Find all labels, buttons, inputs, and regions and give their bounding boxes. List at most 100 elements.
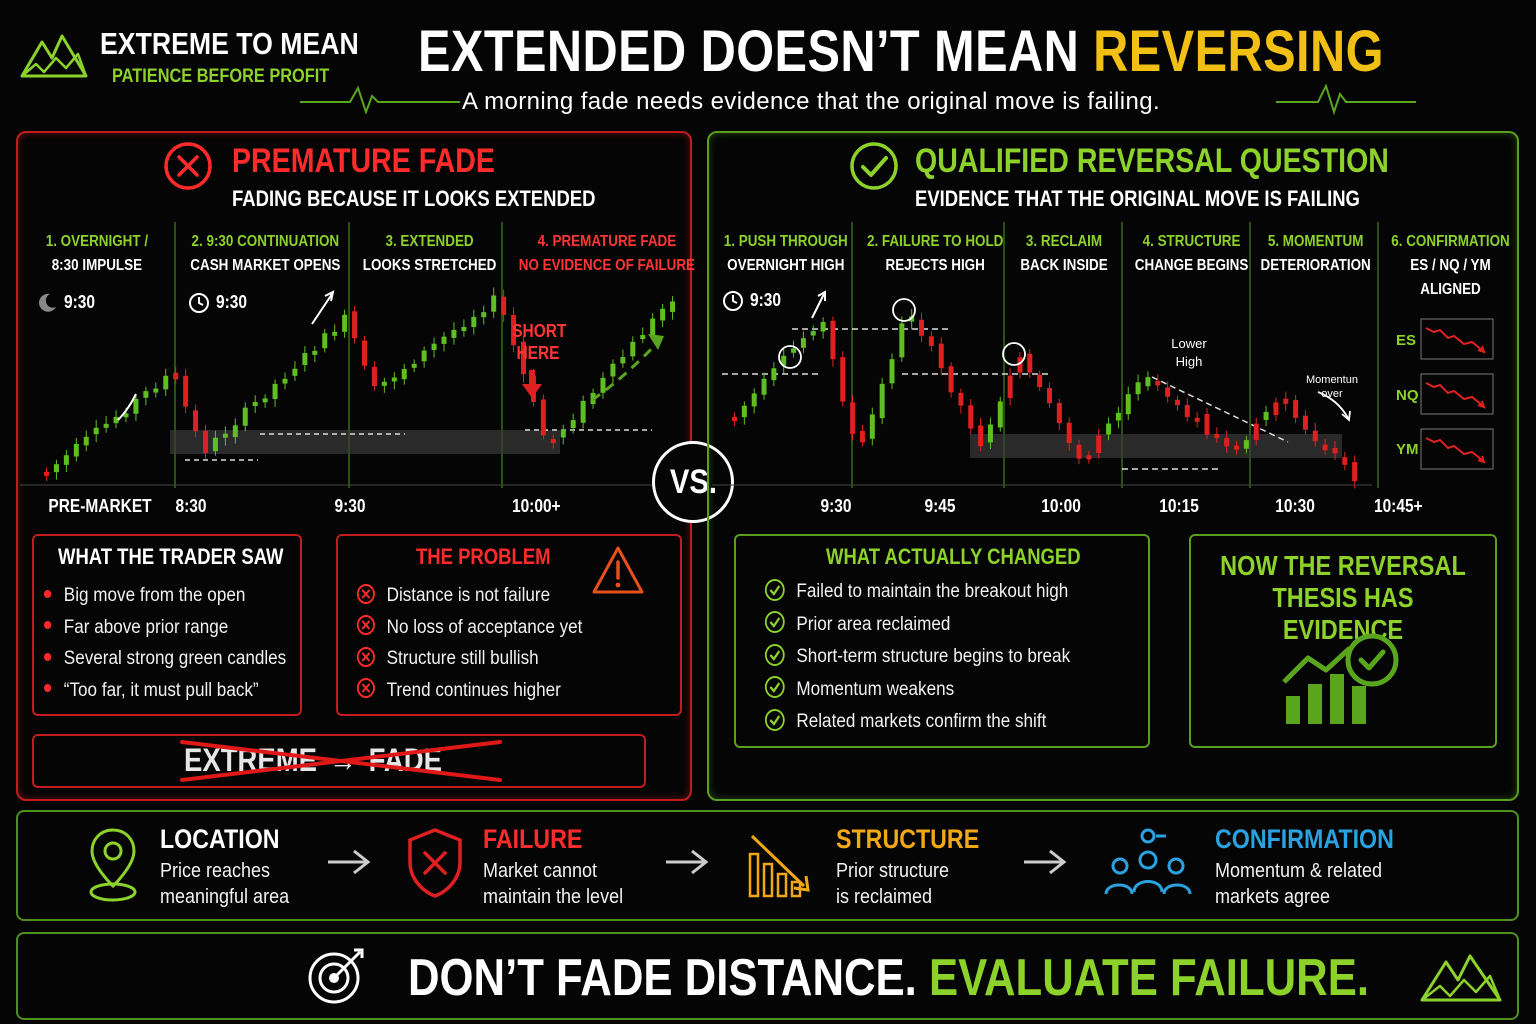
lower-high-annotation: Lower High xyxy=(1171,336,1207,369)
prior-range-band xyxy=(970,434,1342,458)
es-mini-chart xyxy=(1420,318,1494,360)
vs-badge: VS. xyxy=(652,441,734,523)
warning-triangle-icon xyxy=(592,546,644,594)
target-icon xyxy=(308,948,364,1004)
candle xyxy=(461,327,467,332)
candle xyxy=(1322,444,1328,451)
candle xyxy=(282,378,288,384)
candle xyxy=(1283,398,1289,404)
candle xyxy=(451,329,457,338)
candle xyxy=(610,363,616,377)
candle xyxy=(511,314,517,346)
candle xyxy=(1076,444,1082,459)
candle xyxy=(948,366,954,393)
candle xyxy=(272,383,278,400)
candle xyxy=(560,429,566,438)
candle xyxy=(491,295,497,312)
flow-structure-title: STRUCTURE xyxy=(836,824,980,854)
axis-label-930: 9:30 xyxy=(820,496,852,516)
candle xyxy=(93,427,99,435)
check-circle-icon xyxy=(850,142,898,190)
nq-mini-chart xyxy=(1420,373,1494,415)
candle xyxy=(183,375,189,407)
ym-mini-chart xyxy=(1420,428,1494,470)
candle xyxy=(1243,440,1249,449)
candle xyxy=(1007,375,1013,399)
cross-out-icon xyxy=(180,740,502,782)
candle xyxy=(660,308,666,321)
axis-label-1015: 10:15 xyxy=(1159,496,1199,516)
candle xyxy=(312,350,318,355)
candle xyxy=(1017,357,1023,373)
candle xyxy=(262,398,268,403)
x-circle-icon xyxy=(356,646,375,667)
candle xyxy=(630,341,636,357)
what-changed-title: WHAT ACTUALLY CHANGED xyxy=(826,544,1081,569)
premature-fade-subtitle: FADING BECAUSE IT LOOKS EXTENDED xyxy=(232,186,596,211)
candle xyxy=(222,433,228,438)
footer-part2: EVALUATE FAILURE. xyxy=(928,949,1369,1007)
candle xyxy=(820,321,826,332)
candle xyxy=(1312,430,1318,442)
right-time-tag: 9:30 xyxy=(750,290,781,310)
candle xyxy=(978,425,984,447)
candle xyxy=(741,405,747,418)
left-step-3: 3. EXTENDED LOOKS STRETCHED xyxy=(362,233,497,274)
candle xyxy=(987,424,993,443)
right-step-5: 5. MOMENTUM DETERIORATION xyxy=(1260,233,1371,274)
left-step-1: 1. OVERNIGHT /8:30 IMPULSE xyxy=(45,233,149,274)
candle xyxy=(1125,394,1131,415)
candle xyxy=(371,366,377,387)
candle xyxy=(252,402,258,407)
candle xyxy=(640,334,646,339)
candle xyxy=(1332,447,1338,454)
candle xyxy=(761,378,767,395)
axis-label-1030: 10:30 xyxy=(1275,496,1315,516)
candle xyxy=(840,357,846,402)
market-label-nq: NQ xyxy=(1396,387,1419,404)
left-candlestick-chart xyxy=(20,222,688,488)
check-circle-icon xyxy=(764,708,785,731)
market-label-es: ES xyxy=(1396,332,1417,349)
candle xyxy=(1224,438,1230,447)
heartbeat-line-icon xyxy=(1276,83,1416,116)
what-changed-box xyxy=(734,534,1150,748)
axis-label-945: 9:45 xyxy=(924,496,956,516)
candle xyxy=(431,343,437,351)
right-candlestick-chart xyxy=(712,222,1379,489)
candle xyxy=(73,443,79,457)
candle xyxy=(153,388,159,393)
left-step-4: 4. PREMATURE FADE NO EVIDENCE OF FAILURE xyxy=(518,233,696,274)
candle xyxy=(421,350,427,362)
candle xyxy=(1135,382,1141,395)
candle xyxy=(1027,353,1033,373)
footer-bar xyxy=(16,932,1519,1020)
evidence-text: NOW THE REVERSAL THESIS HAS EVIDENCE xyxy=(1220,550,1466,645)
candle xyxy=(600,377,606,393)
candle xyxy=(1293,400,1299,418)
candle xyxy=(751,393,757,407)
flow-failure-desc: Market cannot maintain the level xyxy=(483,860,624,908)
candle xyxy=(732,416,737,421)
arrow-right-icon xyxy=(328,849,371,875)
axis-label-1045: 10:45+ xyxy=(1373,496,1423,516)
flow-confirmation-desc: Momentum & related markets agree xyxy=(1215,860,1383,908)
candle xyxy=(232,425,238,438)
candle xyxy=(580,400,586,423)
candle xyxy=(302,353,308,365)
momentum-over-annotation: Momentun over xyxy=(1306,374,1358,400)
qualified-reversal-panel xyxy=(707,131,1519,801)
candle xyxy=(103,423,109,428)
location-pin-icon xyxy=(89,828,137,902)
problem-title: THE PROBLEM xyxy=(416,544,551,569)
heartbeat-line-icon xyxy=(300,85,460,114)
candle xyxy=(850,402,856,434)
list-item: Short-term structure begins to break xyxy=(764,641,1070,674)
axis-label-1000: 10:00 xyxy=(1041,496,1081,516)
candle xyxy=(570,420,576,428)
list-item: Failed to maintain the breakout high xyxy=(764,576,1070,609)
candle xyxy=(889,359,895,384)
candle xyxy=(1342,457,1348,465)
check-circle-icon xyxy=(764,676,785,699)
candle xyxy=(869,414,875,439)
